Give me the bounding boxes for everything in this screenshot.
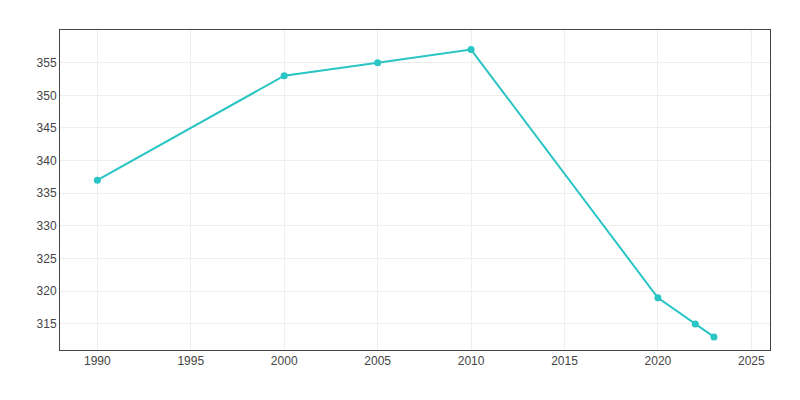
svg-text:2005: 2005: [364, 354, 391, 368]
svg-text:320: 320: [37, 284, 57, 298]
svg-text:325: 325: [37, 252, 57, 266]
svg-text:2015: 2015: [551, 354, 578, 368]
svg-text:340: 340: [37, 154, 57, 168]
svg-text:2025: 2025: [738, 354, 765, 368]
svg-text:2000: 2000: [271, 354, 298, 368]
svg-text:330: 330: [37, 219, 57, 233]
svg-text:1995: 1995: [177, 354, 204, 368]
svg-text:315: 315: [37, 317, 57, 331]
svg-text:2020: 2020: [645, 354, 672, 368]
svg-text:1990: 1990: [84, 354, 111, 368]
svg-text:355: 355: [37, 56, 57, 70]
svg-text:2010: 2010: [458, 354, 485, 368]
svg-text:350: 350: [37, 89, 57, 103]
svg-text:335: 335: [37, 186, 57, 200]
svg-text:345: 345: [37, 121, 57, 135]
